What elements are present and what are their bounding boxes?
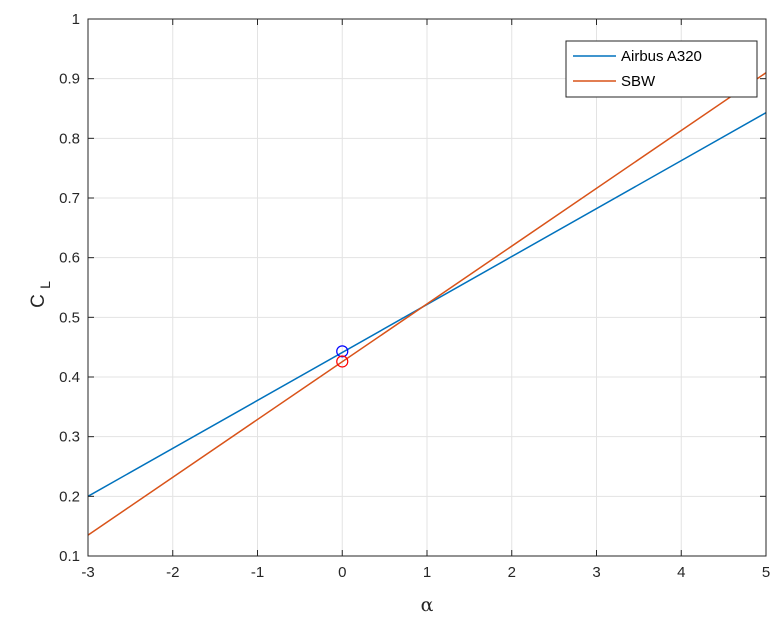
- x-tick-label: 0: [338, 564, 346, 581]
- x-tick-label: 4: [677, 564, 685, 581]
- y-tick-label: 0.6: [59, 250, 80, 267]
- tick-labels: -3 -2 -1 0 1 2 3 4 5 0.1 0.2 0.3 0.4 0.5 0.6 0.7 0.8 0.9 1: [59, 11, 770, 581]
- y-tick-label: 0.9: [59, 71, 80, 88]
- y-tick-label: 0.2: [59, 488, 80, 505]
- marker-point-airbus-a320: [336, 345, 349, 358]
- x-tick-label: 1: [423, 564, 431, 581]
- y-axis-label-main: C: [28, 294, 49, 308]
- legend: Airbus A320 SBW: [565, 40, 758, 98]
- y-tick-label: 0.7: [59, 190, 80, 207]
- y-tick-label: 0.1: [59, 548, 80, 565]
- x-tick-label: -3: [81, 564, 94, 581]
- x-tick-label: -1: [251, 564, 264, 581]
- x-tick-label: 3: [592, 564, 600, 581]
- x-axis-label: α: [421, 594, 434, 616]
- legend-label-sbw: SBW: [621, 73, 656, 90]
- y-tick-label: 1: [72, 11, 80, 28]
- legend-box: [565, 40, 758, 98]
- series-line-sbw: [87, 72, 767, 536]
- y-tick-label: 0.4: [59, 369, 80, 386]
- x-tick-label: 2: [508, 564, 516, 581]
- x-tick-label: 5: [762, 564, 770, 581]
- y-axis-label: C L: [28, 281, 53, 308]
- grid: [88, 19, 766, 556]
- x-tick-label: -2: [166, 564, 179, 581]
- legend-label-airbus-a320: Airbus A320: [621, 48, 702, 65]
- y-axis-label-subscript: L: [37, 281, 53, 289]
- svg-text:C L: C L: [28, 281, 53, 308]
- marker-point-sbw: [336, 355, 349, 368]
- y-tick-label: 0.5: [59, 309, 80, 326]
- y-tick-label: 0.8: [59, 130, 80, 147]
- series-layer: [87, 72, 767, 536]
- y-tick-label: 0.3: [59, 429, 80, 446]
